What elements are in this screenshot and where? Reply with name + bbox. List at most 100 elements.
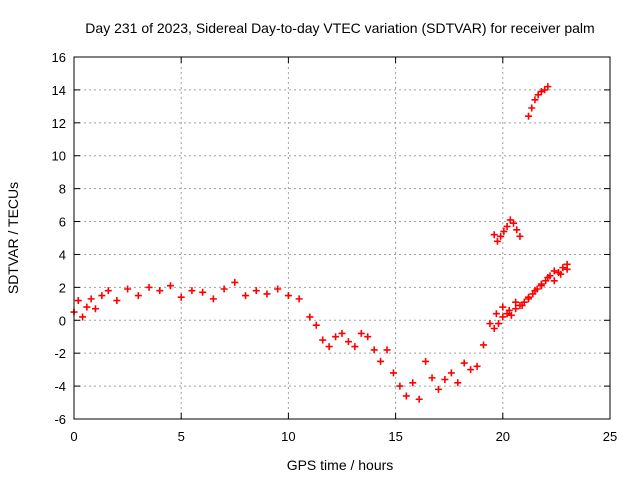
data-series [70, 83, 571, 403]
data-point [486, 320, 494, 328]
data-point [338, 329, 346, 337]
data-point [402, 392, 410, 400]
series-secondary-trace [490, 260, 571, 332]
y-tick-label: -4 [54, 379, 66, 394]
data-point [541, 86, 549, 94]
data-point [499, 313, 507, 321]
data-point [434, 385, 442, 393]
data-point [497, 232, 505, 240]
data-point [284, 292, 292, 300]
data-point [74, 297, 82, 305]
plot-frame [73, 56, 611, 420]
y-tick-label: 10 [52, 149, 66, 164]
data-point [409, 379, 417, 387]
data-point [559, 264, 567, 272]
data-point [104, 287, 112, 295]
data-point [493, 237, 501, 245]
data-point [490, 325, 498, 332]
y-tick-label: 14 [52, 83, 66, 98]
data-point [124, 285, 132, 293]
data-point [357, 329, 365, 337]
chart-title: Day 231 of 2023, Sidereal Day-to-day VTE… [85, 20, 594, 36]
y-tick-label: 12 [52, 116, 66, 131]
data-point [503, 222, 511, 230]
data-point [383, 346, 391, 354]
data-point [550, 277, 558, 285]
grid-lines [74, 57, 610, 419]
data-point [91, 305, 99, 313]
data-point [512, 305, 520, 313]
data-point [441, 376, 449, 384]
data-point [396, 382, 404, 390]
series-jump-cluster-14 [525, 83, 552, 120]
data-point [274, 285, 282, 293]
data-point [447, 369, 455, 377]
data-point [542, 277, 550, 285]
data-point [199, 288, 207, 296]
data-point [525, 112, 533, 120]
y-tick-label: 6 [59, 215, 66, 230]
data-point [134, 292, 142, 300]
data-point [319, 336, 327, 344]
data-point [516, 301, 524, 309]
data-point [512, 298, 520, 306]
data-point [87, 295, 95, 303]
data-point [422, 357, 430, 365]
data-point [312, 321, 320, 329]
data-point [325, 343, 333, 351]
data-point [98, 292, 106, 300]
data-point [454, 379, 462, 387]
data-point [495, 320, 503, 328]
data-point [500, 227, 508, 235]
data-point [480, 341, 488, 349]
x-tick-label: 0 [70, 429, 77, 444]
data-point [503, 310, 511, 318]
data-point [513, 226, 521, 234]
data-point [460, 359, 468, 367]
data-point [506, 216, 514, 224]
y-tick-label: -2 [54, 346, 66, 361]
data-point [415, 395, 423, 403]
data-point [220, 285, 228, 293]
y-axis-label: SDTVAR / TECUs [5, 182, 21, 294]
data-point [507, 311, 515, 319]
y-tick-label: 4 [59, 247, 66, 262]
data-point [563, 260, 571, 268]
data-point [177, 293, 185, 301]
data-point [231, 278, 239, 286]
data-point [544, 83, 552, 91]
data-point [510, 219, 518, 227]
data-point [156, 287, 164, 295]
x-tick-label: 20 [496, 429, 510, 444]
data-point [295, 295, 303, 303]
data-point [364, 333, 372, 341]
data-point [533, 285, 541, 293]
data-point [83, 303, 91, 311]
data-point [499, 303, 507, 311]
data-point [370, 346, 378, 354]
data-point [528, 104, 536, 112]
data-point [516, 232, 524, 240]
x-tick-label: 10 [281, 429, 295, 444]
x-tick-label: 25 [603, 429, 617, 444]
data-point [166, 282, 174, 290]
x-tick-label: 15 [388, 429, 402, 444]
data-point [113, 297, 121, 305]
data-point [209, 295, 217, 303]
data-point [534, 91, 542, 99]
data-point [555, 269, 563, 277]
data-point [242, 292, 250, 300]
data-point [531, 96, 539, 104]
axis-ticks: 0 5 10 15 20 25 -6 -4 -2 0 2 4 6 8 10 12 14 16 [52, 50, 618, 444]
data-point [537, 282, 545, 290]
x-tick-label: 5 [178, 429, 185, 444]
y-tick-label: 16 [52, 50, 66, 65]
data-point [525, 295, 533, 303]
y-tick-label: 0 [59, 313, 66, 328]
x-axis-label: GPS time / hours [287, 457, 394, 473]
data-point [428, 374, 436, 382]
data-point [467, 366, 475, 374]
